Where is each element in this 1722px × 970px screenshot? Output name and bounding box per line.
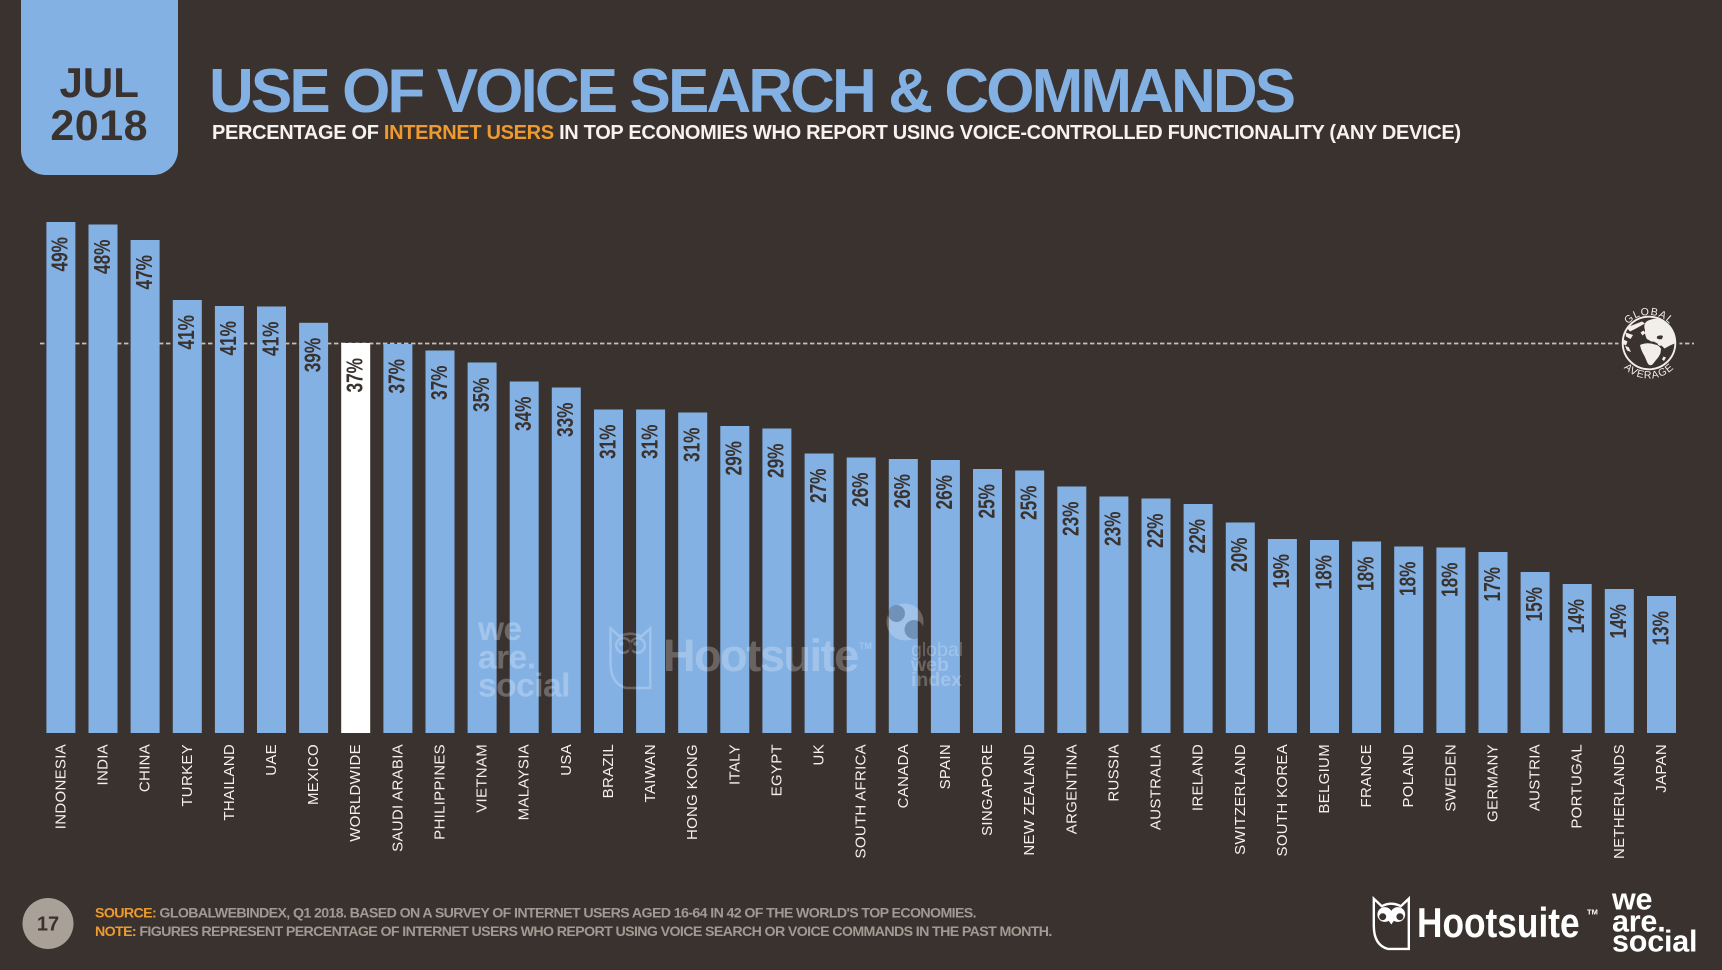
svg-text:global: global xyxy=(911,639,963,661)
svg-text:37%: 37% xyxy=(385,359,410,393)
svg-text:BELGIUM: BELGIUM xyxy=(1316,744,1333,814)
svg-text:20%: 20% xyxy=(1228,538,1253,572)
svg-text:HONG KONG: HONG KONG xyxy=(684,744,701,840)
svg-text:25%: 25% xyxy=(1017,486,1042,520)
svg-text:37%: 37% xyxy=(343,358,368,392)
svg-text:29%: 29% xyxy=(764,444,789,478)
svg-text:26%: 26% xyxy=(849,473,874,507)
svg-text:37%: 37% xyxy=(428,366,453,400)
svg-text:31%: 31% xyxy=(638,425,663,459)
svg-text:39%: 39% xyxy=(301,338,326,372)
svg-text:MEXICO: MEXICO xyxy=(305,744,322,805)
svg-text:CHINA: CHINA xyxy=(137,744,154,792)
svg-text:31%: 31% xyxy=(596,425,621,459)
svg-text:index: index xyxy=(911,669,962,691)
svg-text:MALAYSIA: MALAYSIA xyxy=(516,744,533,820)
svg-text:14%: 14% xyxy=(1565,599,1590,633)
svg-text:NEW ZEALAND: NEW ZEALAND xyxy=(1021,744,1038,856)
svg-text:25%: 25% xyxy=(975,484,1000,518)
svg-text:RUSSIA: RUSSIA xyxy=(1105,744,1122,802)
svg-text:PORTUGAL: PORTUGAL xyxy=(1569,744,1586,829)
svg-text:social: social xyxy=(1612,925,1697,959)
svg-text:26%: 26% xyxy=(933,475,958,509)
svg-text:INDIA: INDIA xyxy=(95,744,112,786)
svg-text:we: we xyxy=(1611,883,1652,917)
svg-text:49%: 49% xyxy=(48,237,73,271)
svg-text:18%: 18% xyxy=(1354,557,1379,591)
svg-text:we: we xyxy=(477,611,522,648)
svg-text:TURKEY: TURKEY xyxy=(179,744,196,807)
svg-text:29%: 29% xyxy=(722,441,747,475)
svg-text:41%: 41% xyxy=(175,315,200,349)
svg-text:SWITZERLAND: SWITZERLAND xyxy=(1232,744,1249,855)
svg-text:SPAIN: SPAIN xyxy=(937,744,954,789)
svg-text:SOUTH AFRICA: SOUTH AFRICA xyxy=(853,744,870,858)
svg-text:19%: 19% xyxy=(1270,554,1295,588)
svg-text:31%: 31% xyxy=(680,428,705,462)
svg-text:POLAND: POLAND xyxy=(1400,744,1417,808)
svg-text:ITALY: ITALY xyxy=(726,744,743,785)
svg-text:INDONESIA: INDONESIA xyxy=(52,744,69,829)
svg-text:PHILIPPINES: PHILIPPINES xyxy=(432,744,449,840)
svg-text:14%: 14% xyxy=(1607,604,1632,638)
svg-text:NOTE: FIGURES REPRESENT PERCEN: NOTE: FIGURES REPRESENT PERCENTAGE OF IN… xyxy=(95,924,1052,940)
svg-text:TAIWAN: TAIWAN xyxy=(642,744,659,802)
svg-text:GLOBAL: GLOBAL xyxy=(1622,306,1676,327)
svg-text:SOURCE: GLOBALWEBINDEX, Q1 201: SOURCE: GLOBALWEBINDEX, Q1 2018. BASED O… xyxy=(95,905,976,921)
svg-text:35%: 35% xyxy=(470,378,495,412)
svg-text:are.: are. xyxy=(478,640,536,677)
svg-text:22%: 22% xyxy=(1186,519,1211,553)
svg-text:GERMANY: GERMANY xyxy=(1485,744,1502,822)
svg-text:AUSTRIA: AUSTRIA xyxy=(1527,744,1544,811)
svg-text:USA: USA xyxy=(558,744,575,776)
svg-text:23%: 23% xyxy=(1059,502,1084,536)
svg-text:Hootsuite: Hootsuite xyxy=(1417,900,1580,946)
svg-text:22%: 22% xyxy=(1144,514,1169,548)
svg-text:EGYPT: EGYPT xyxy=(768,744,785,796)
svg-text:48%: 48% xyxy=(91,240,116,274)
svg-text:26%: 26% xyxy=(891,474,916,508)
svg-text:BRAZIL: BRAZIL xyxy=(600,744,617,798)
svg-text:are.: are. xyxy=(1612,905,1665,939)
svg-text:18%: 18% xyxy=(1438,563,1463,597)
svg-text:ARGENTINA: ARGENTINA xyxy=(1063,744,1080,834)
svg-text:AVERAGE: AVERAGE xyxy=(1622,361,1677,382)
svg-text:18%: 18% xyxy=(1312,555,1337,589)
svg-text:social: social xyxy=(478,668,570,705)
svg-text:SWEDEN: SWEDEN xyxy=(1442,744,1459,812)
svg-text:TM: TM xyxy=(1587,908,1598,917)
svg-text:27%: 27% xyxy=(807,469,832,503)
svg-text:SINGAPORE: SINGAPORE xyxy=(979,744,996,836)
svg-text:TM: TM xyxy=(859,641,872,651)
svg-text:SOUTH KOREA: SOUTH KOREA xyxy=(1274,744,1291,856)
svg-text:CANADA: CANADA xyxy=(895,744,912,808)
svg-text:23%: 23% xyxy=(1101,512,1126,546)
svg-text:VIETNAM: VIETNAM xyxy=(474,744,491,813)
svg-text:41%: 41% xyxy=(259,322,284,356)
svg-text:13%: 13% xyxy=(1649,611,1674,645)
svg-text:AUSTRALIA: AUSTRALIA xyxy=(1148,744,1165,830)
svg-text:47%: 47% xyxy=(133,255,158,289)
svg-text:SAUDI ARABIA: SAUDI ARABIA xyxy=(389,744,406,852)
svg-text:web: web xyxy=(910,654,949,676)
svg-text:Hootsuite: Hootsuite xyxy=(663,630,858,681)
svg-text:THAILAND: THAILAND xyxy=(221,744,238,821)
svg-text:17%: 17% xyxy=(1481,567,1506,601)
svg-text:JAPAN: JAPAN xyxy=(1653,744,1670,793)
svg-text:33%: 33% xyxy=(554,403,579,437)
svg-text:UK: UK xyxy=(811,744,828,765)
svg-text:17: 17 xyxy=(37,914,59,936)
svg-text:UAE: UAE xyxy=(263,744,280,776)
svg-text:FRANCE: FRANCE xyxy=(1358,744,1375,807)
svg-text:15%: 15% xyxy=(1523,587,1548,621)
svg-text:WORLDWIDE: WORLDWIDE xyxy=(347,744,364,842)
svg-text:18%: 18% xyxy=(1396,562,1421,596)
svg-text:34%: 34% xyxy=(512,397,537,431)
svg-text:IRELAND: IRELAND xyxy=(1190,744,1207,811)
svg-text:41%: 41% xyxy=(217,321,242,355)
svg-text:NETHERLANDS: NETHERLANDS xyxy=(1611,744,1628,859)
